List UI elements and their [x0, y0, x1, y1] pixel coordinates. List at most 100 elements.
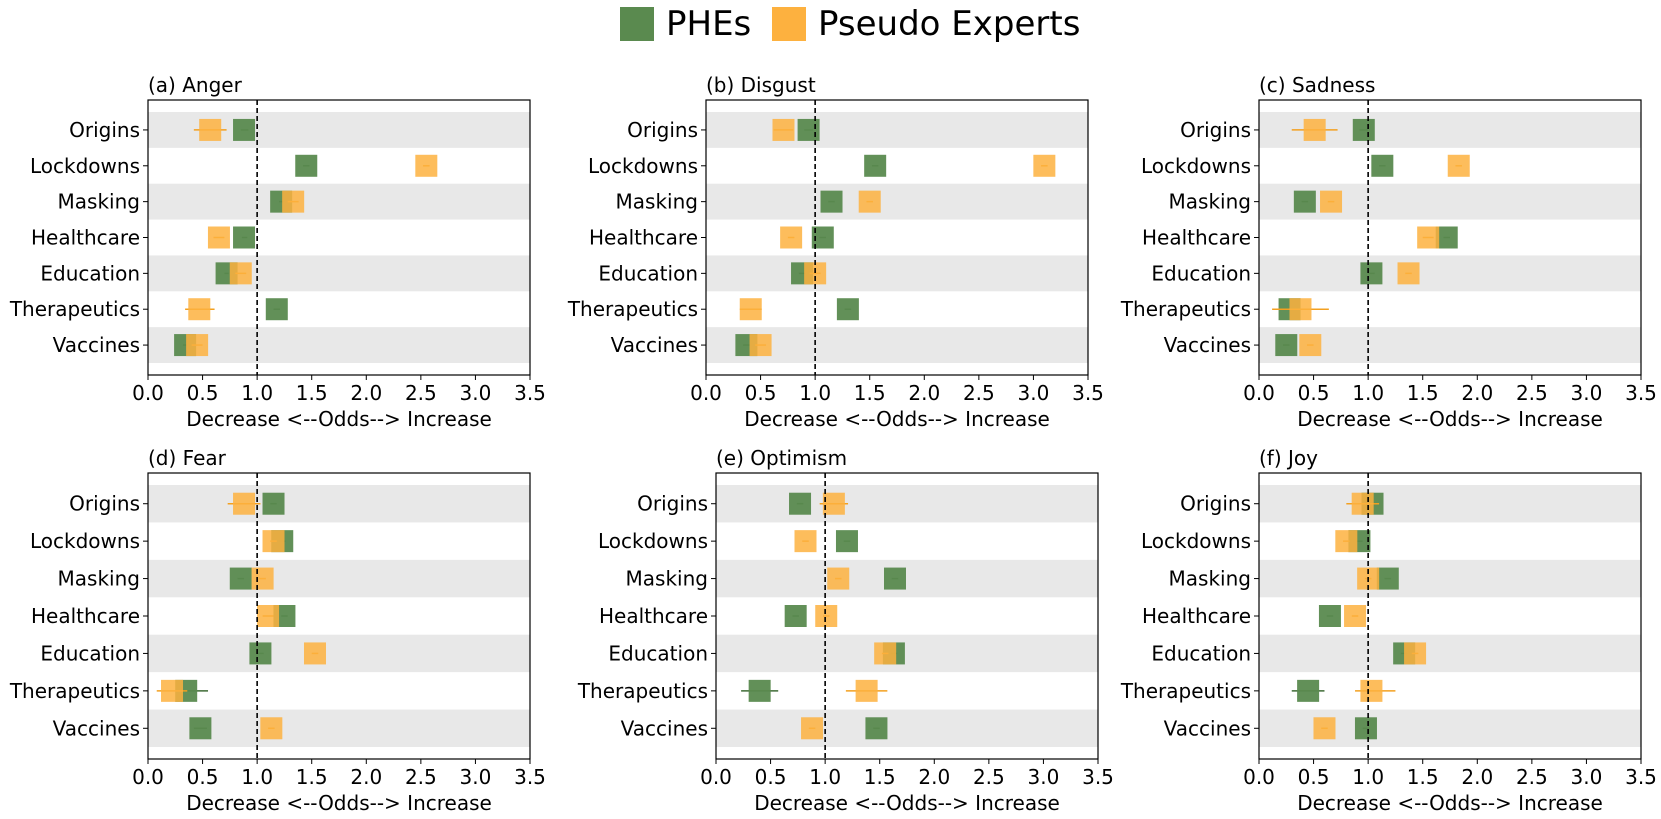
marker-phes-healthcare: [233, 226, 256, 249]
marker-pseudo-experts-lockdowns: [262, 530, 285, 553]
x-tick-label: 2.0: [908, 381, 940, 405]
row-band-masking: [148, 559, 530, 598]
y-tick-label-education: Education: [40, 261, 140, 285]
marker-pseudo-experts-vaccines: [1313, 717, 1336, 740]
marker-pseudo-experts-healthcare: [257, 605, 280, 627]
x-tick-label: 2.5: [963, 381, 995, 405]
x-tick-label: 3.0: [1018, 381, 1050, 405]
x-tick-label: 0.0: [690, 381, 722, 405]
row-band-origins: [148, 485, 530, 523]
marker-pseudo-experts-education: [303, 642, 326, 665]
x-tick-label: 1.0: [799, 381, 831, 405]
marker-pseudo-experts-origins: [772, 118, 795, 141]
marker-pseudo-experts-vaccines: [749, 334, 772, 357]
x-tick-label: 2.0: [1461, 765, 1493, 789]
marker-phes-healthcare: [1318, 605, 1341, 627]
marker-pseudo-experts-lockdowns: [1033, 154, 1056, 177]
chart-panel-4: (d) Fear Origins Lockdowns Masking Healthcar…: [9, 446, 546, 815]
marker-phes-therapeutics: [265, 298, 288, 321]
x-axis-label: Decrease <--Odds--> Increase: [754, 791, 1060, 815]
x-tick-label: 3.0: [1028, 765, 1060, 789]
marker-pseudo-experts-origins: [1303, 118, 1326, 141]
row-band-masking: [1259, 559, 1641, 598]
legend-label-phes: PHEs: [666, 4, 752, 44]
y-tick-label-lockdowns: Lockdowns: [598, 529, 708, 553]
x-tick-label: 0.5: [755, 765, 787, 789]
x-tick-label: 0.5: [1298, 381, 1330, 405]
y-tick-label-vaccines: Vaccines: [53, 716, 140, 740]
chart-title: (a) Anger: [148, 73, 243, 97]
x-tick-label: 1.0: [241, 765, 273, 789]
marker-phes-lockdowns: [864, 154, 887, 177]
x-tick-label: 1.5: [296, 381, 328, 405]
y-tick-label-therapeutics: Therapeutics: [577, 679, 708, 703]
marker-pseudo-experts-healthcare: [780, 226, 803, 249]
row-band-masking: [1259, 183, 1641, 220]
y-tick-label-education: Education: [1151, 641, 1251, 665]
marker-pseudo-experts-education: [804, 262, 827, 285]
legend-item-phes: PHEs: [620, 6, 751, 42]
marker-pseudo-experts-vaccines: [1299, 334, 1322, 357]
row-band-vaccines: [148, 327, 530, 363]
marker-phes-healthcare: [811, 226, 834, 249]
x-tick-label: 1.5: [864, 765, 896, 789]
x-axis-label: Decrease <--Odds--> Increase: [1297, 791, 1603, 815]
marker-pseudo-experts-therapeutics: [855, 679, 878, 702]
marker-phes-education: [1360, 262, 1383, 285]
x-tick-label: 1.5: [854, 381, 886, 405]
marker-pseudo-experts-therapeutics: [161, 679, 184, 702]
y-tick-label-origins: Origins: [1180, 492, 1251, 516]
marker-phes-origins: [233, 118, 256, 141]
row-band-vaccines: [716, 709, 1098, 747]
x-tick-label: 2.5: [1516, 765, 1548, 789]
y-tick-label-healthcare: Healthcare: [31, 226, 140, 250]
y-tick-label-therapeutics: Therapeutics: [9, 679, 140, 703]
x-tick-label: 3.5: [1625, 381, 1657, 405]
x-tick-label: 2.0: [1461, 381, 1493, 405]
marker-pseudo-experts-education: [1404, 642, 1427, 665]
x-tick-label: 2.0: [350, 765, 382, 789]
y-tick-label-education: Education: [598, 261, 698, 285]
row-band-education: [1259, 255, 1641, 292]
row-band-vaccines: [1259, 327, 1641, 363]
marker-phes-masking: [1293, 190, 1316, 213]
y-tick-label-vaccines: Vaccines: [611, 333, 698, 357]
x-tick-label: 2.0: [350, 381, 382, 405]
chart-panel-2: (b) Disgust Origins Lockdowns Masking Health…: [567, 73, 1104, 431]
y-tick-label-vaccines: Vaccines: [1164, 333, 1251, 357]
x-tick-label: 1.0: [241, 381, 273, 405]
chart-panel-6: (f) Joy Origins Lockdowns Masking Healthcare…: [1120, 446, 1657, 815]
chart-panel-5: (e) Optimism Origins Lockdowns Masking Healt…: [577, 446, 1114, 815]
chart-title: (e) Optimism: [716, 446, 847, 470]
y-tick-label-masking: Masking: [616, 190, 698, 214]
y-tick-label-vaccines: Vaccines: [621, 716, 708, 740]
marker-pseudo-experts-masking: [858, 190, 881, 213]
marker-pseudo-experts-healthcare: [1344, 605, 1367, 627]
marker-pseudo-experts-origins: [822, 492, 845, 515]
x-tick-label: 1.0: [1352, 381, 1384, 405]
marker-phes-vaccines: [189, 717, 212, 740]
x-tick-label: 0.0: [1243, 765, 1275, 789]
x-tick-label: 3.0: [1571, 381, 1603, 405]
y-tick-label-therapeutics: Therapeutics: [1120, 679, 1251, 703]
row-band-education: [148, 255, 530, 292]
y-tick-label-lockdowns: Lockdowns: [1141, 154, 1251, 178]
marker-phes-masking: [1376, 567, 1399, 590]
row-band-origins: [716, 485, 1098, 523]
y-tick-label-healthcare: Healthcare: [1142, 226, 1251, 250]
marker-phes-lockdowns: [1371, 154, 1394, 177]
marker-phes-origins: [797, 118, 820, 141]
legend-item-pseudo-experts: Pseudo Experts: [772, 6, 1080, 42]
y-tick-label-masking: Masking: [1169, 567, 1251, 591]
marker-pseudo-experts-vaccines: [186, 334, 209, 357]
marker-pseudo-experts-healthcare: [815, 605, 838, 627]
x-tick-label: 3.0: [1571, 765, 1603, 789]
x-tick-label: 0.0: [1243, 381, 1275, 405]
marker-pseudo-experts-lockdowns: [415, 154, 438, 177]
row-band-masking: [148, 183, 530, 220]
x-tick-label: 3.5: [1082, 765, 1114, 789]
x-tick-label: 2.5: [405, 765, 437, 789]
y-tick-label-masking: Masking: [58, 567, 140, 591]
y-tick-label-origins: Origins: [1180, 118, 1251, 142]
